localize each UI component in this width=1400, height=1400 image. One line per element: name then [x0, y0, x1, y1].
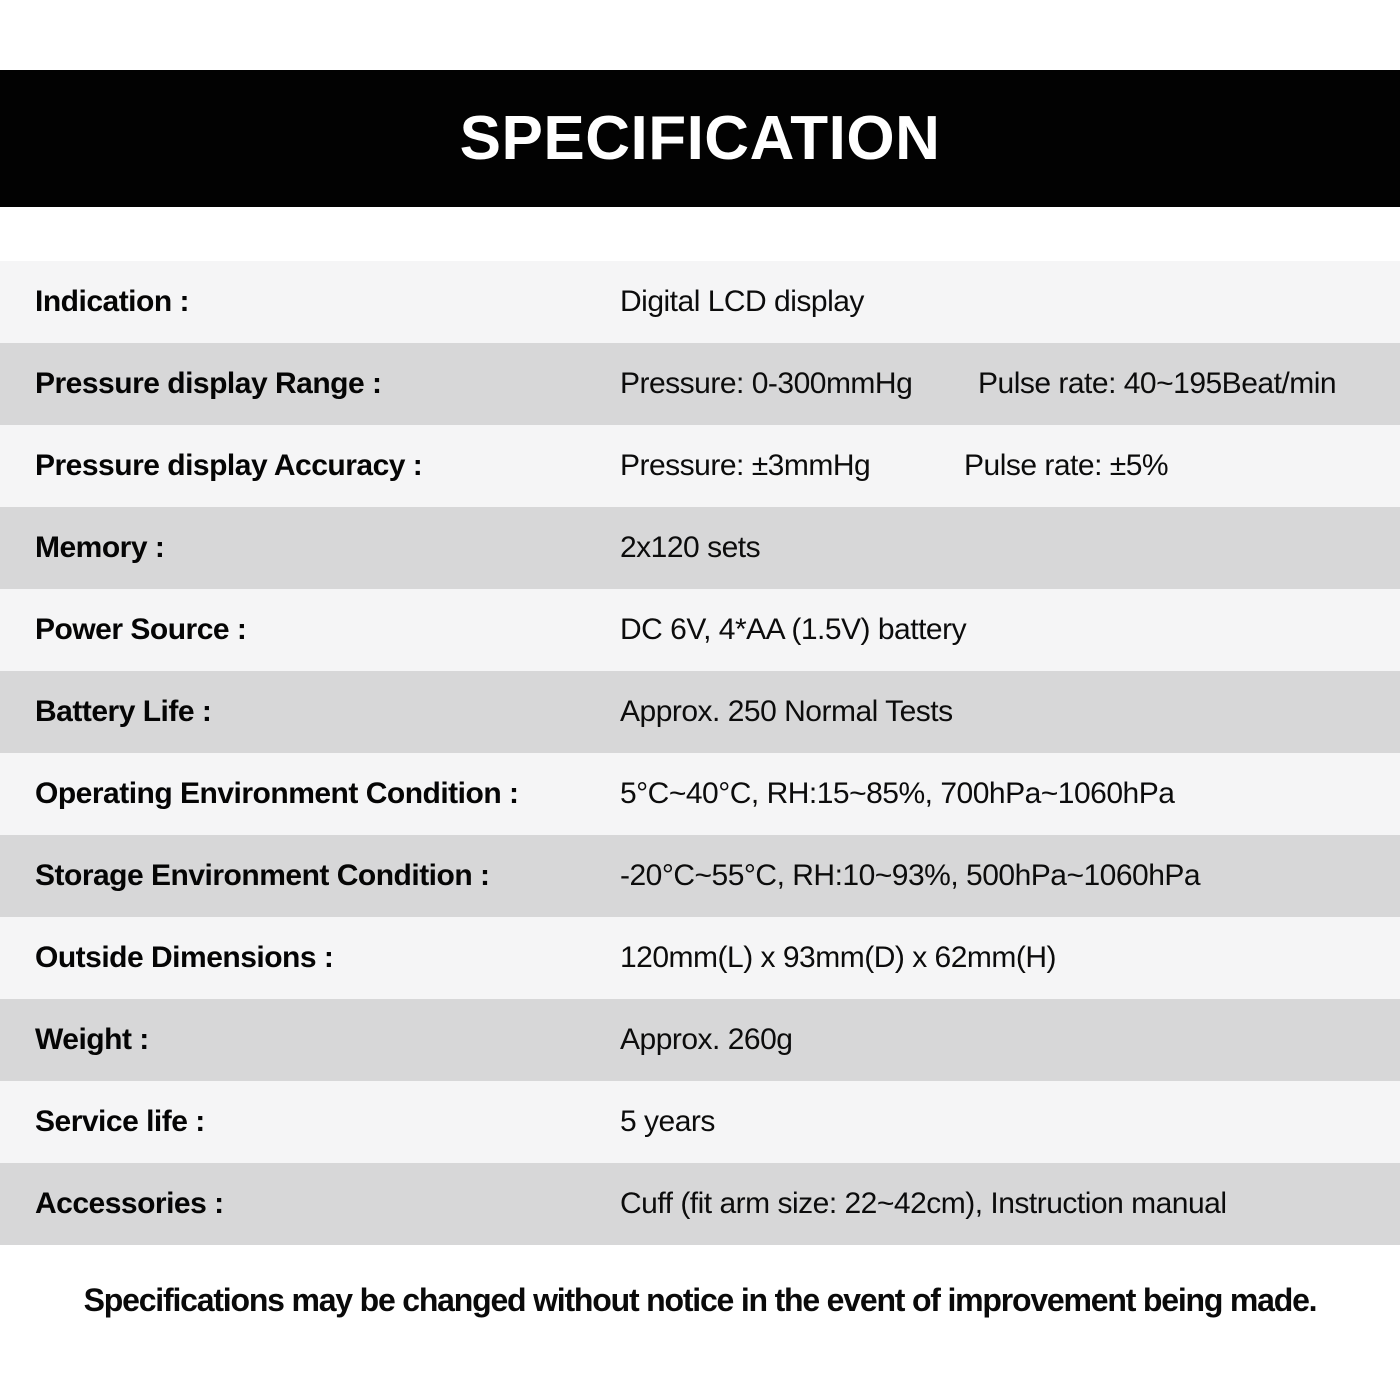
spec-value-text: 120mm(L) x 93mm(D) x 62mm(H) [620, 941, 1057, 974]
spec-value: 120mm(L) x 93mm(D) x 62mm(H) [620, 917, 1400, 999]
page-title: SPECIFICATION [459, 104, 941, 173]
spec-label: Pressure display Accuracy : [35, 449, 423, 482]
spec-label: Weight : [35, 1023, 149, 1056]
spec-value: DC 6V, 4*AA (1.5V) battery [620, 589, 1400, 671]
table-row: Outside Dimensions : 120mm(L) x 93mm(D) … [0, 917, 1400, 999]
spec-value-secondary: Pulse rate: 40~195Beat/min [978, 367, 1337, 400]
table-row: Accessories : Cuff (fit arm size: 22~42c… [0, 1163, 1400, 1245]
spec-value: -20°C~55°C, RH:10~93%, 500hPa~1060hPa [620, 835, 1400, 917]
spec-label: Outside Dimensions : [35, 941, 334, 974]
spec-value: 5 years [620, 1081, 1400, 1163]
spec-label: Operating Environment Condition : [35, 777, 519, 810]
spec-label: Memory : [35, 531, 165, 564]
table-row: Operating Environment Condition : 5°C~40… [0, 753, 1400, 835]
spec-label: Battery Life : [35, 695, 212, 728]
spec-value-text: 2x120 sets [620, 531, 761, 564]
spec-value-text: Digital LCD display [620, 285, 864, 318]
spec-label: Power Source : [35, 613, 247, 646]
spec-label: Indication : [35, 285, 190, 318]
spec-value-text: Approx. 260g [620, 1023, 793, 1056]
spec-value: 2x120 sets [620, 507, 1400, 589]
spec-value-text: Approx. 250 Normal Tests [620, 695, 953, 728]
table-row: Weight : Approx. 260g [0, 999, 1400, 1081]
footer-note: Specifications may be changed without no… [83, 1282, 1318, 1318]
spec-value-text: Pressure: 0-300mmHg [620, 367, 913, 400]
spec-value: Cuff (fit arm size: 22~42cm), Instructio… [620, 1163, 1400, 1245]
spec-table: Indication : Digital LCD display Pressur… [0, 261, 1400, 1245]
spec-label: Storage Environment Condition : [35, 859, 490, 892]
spec-value-text: 5°C~40°C, RH:15~85%, 700hPa~1060hPa [620, 777, 1175, 810]
spec-value: Digital LCD display [620, 261, 1400, 343]
table-row: Power Source : DC 6V, 4*AA (1.5V) batter… [0, 589, 1400, 671]
spec-label: Service life : [35, 1105, 205, 1138]
table-row: Service life : 5 years [0, 1081, 1400, 1163]
table-row: Battery Life : Approx. 250 Normal Tests [0, 671, 1400, 753]
table-row: Storage Environment Condition : -20°C~55… [0, 835, 1400, 917]
spec-label: Pressure display Range : [35, 367, 382, 400]
spec-value-text: DC 6V, 4*AA (1.5V) battery [620, 613, 967, 646]
spec-value: Pressure: 0-300mmHg Pulse rate: 40~195Be… [620, 343, 1400, 425]
table-row: Pressure display Accuracy : Pressure: ±3… [0, 425, 1400, 507]
spec-value: Approx. 260g [620, 999, 1400, 1081]
spec-value-text: -20°C~55°C, RH:10~93%, 500hPa~1060hPa [620, 859, 1201, 892]
table-row: Memory : 2x120 sets [0, 507, 1400, 589]
spec-label: Accessories : [35, 1187, 224, 1220]
spec-value-secondary: Pulse rate: ±5% [964, 449, 1169, 482]
spec-value-text: Pressure: ±3mmHg [620, 449, 871, 482]
spec-value-text: Cuff (fit arm size: 22~42cm), Instructio… [620, 1187, 1227, 1220]
spec-value: Approx. 250 Normal Tests [620, 671, 1400, 753]
spec-value: 5°C~40°C, RH:15~85%, 700hPa~1060hPa [620, 753, 1400, 835]
table-row: Indication : Digital LCD display [0, 261, 1400, 343]
header-bar: SPECIFICATION [0, 70, 1400, 207]
spec-value: Pressure: ±3mmHg Pulse rate: ±5% [620, 425, 1400, 507]
table-row: Pressure display Range : Pressure: 0-300… [0, 343, 1400, 425]
spec-value-text: 5 years [620, 1105, 715, 1138]
